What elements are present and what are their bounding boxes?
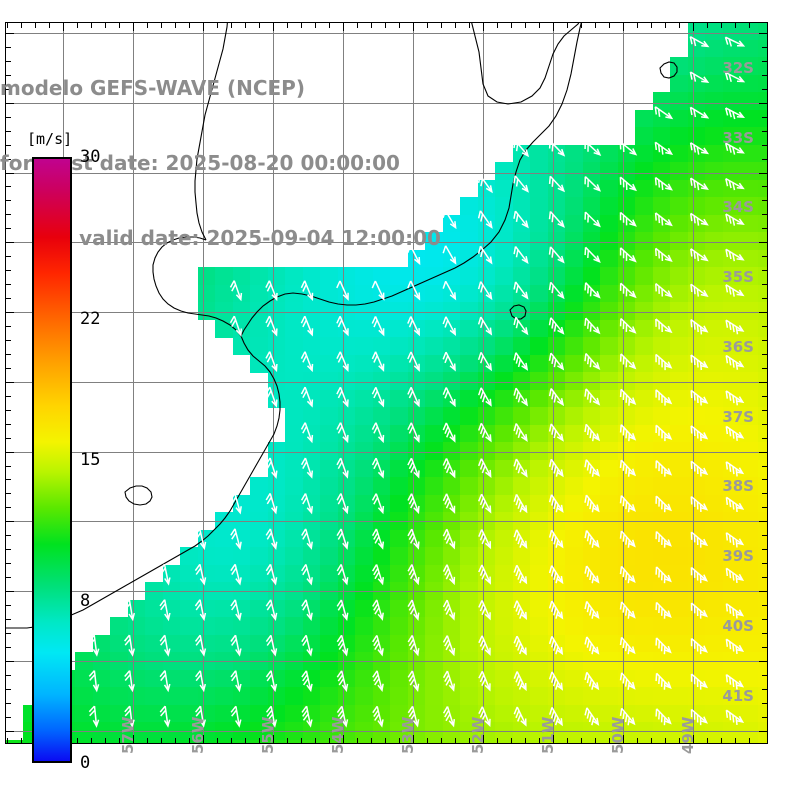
colorbar-unit-label: [m/s]	[27, 130, 73, 148]
colorbar-tick-15: 15	[80, 450, 101, 470]
title-forecast-date-line: forecast date: 2025-08-20 00:00:00	[0, 151, 400, 175]
lon-label-49W: 49W	[679, 716, 697, 754]
lat-label-38S: 38S	[722, 477, 754, 496]
lat-label-39S: 39S	[722, 547, 754, 566]
lat-label-41S: 41S	[722, 686, 754, 705]
lon-label-51W: 51W	[539, 716, 557, 754]
lon-label-50W: 50W	[609, 716, 627, 754]
lat-label-33S: 33S	[722, 128, 754, 147]
lat-label-40S: 40S	[722, 616, 754, 635]
coastline-overlay	[5, 22, 678, 629]
colorbar-tick-8: 8	[80, 591, 91, 612]
lat-label-37S: 37S	[722, 407, 754, 426]
lat-label-34S: 34S	[722, 198, 754, 217]
lon-label-52W: 52W	[469, 716, 487, 754]
map-plot-area[interactable]	[5, 22, 768, 744]
lat-label-35S: 35S	[722, 268, 754, 287]
lat-label-32S: 32S	[722, 58, 754, 77]
plot-title: modelo GEFS-WAVE (NCEP) forecast date: 2…	[0, 26, 520, 301]
colorbar-gradient	[32, 157, 72, 763]
lon-label-57W: 57W	[119, 716, 137, 754]
lon-label-54W: 54W	[329, 716, 347, 754]
title-model-line: modelo GEFS-WAVE (NCEP)	[0, 76, 305, 100]
lon-label-53W: 53W	[399, 716, 417, 754]
lat-label-36S: 36S	[722, 337, 754, 356]
colorbar-tick-0: 0	[80, 753, 91, 773]
wind-barb-overlay	[53, 36, 746, 728]
title-valid-date-line: valid date: 2025-09-04 12:00:00	[79, 226, 441, 250]
colorbar-tick-22: 22	[80, 308, 101, 329]
lon-label-56W: 56W	[189, 716, 207, 754]
colorbar[interactable]	[32, 157, 72, 763]
lon-label-55W: 55W	[259, 716, 277, 754]
colorbar-tick-30: 30	[80, 147, 101, 167]
